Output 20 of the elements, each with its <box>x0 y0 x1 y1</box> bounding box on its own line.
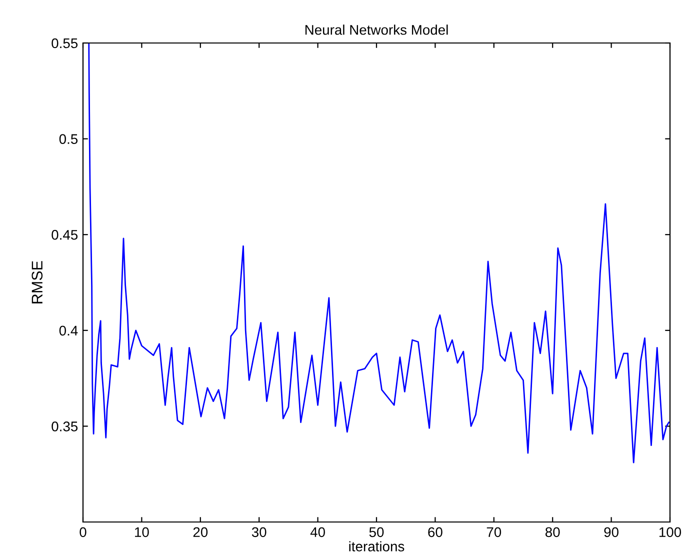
y-tick-label: 0.35 <box>52 422 78 432</box>
x-tick-label: 90 <box>604 527 618 538</box>
x-tick-label: 60 <box>428 527 442 538</box>
y-tick-label: 0.5 <box>59 134 78 144</box>
x-tick-label: 50 <box>369 527 384 538</box>
x-tick-label: 30 <box>252 527 266 538</box>
y-tick-label: 0.45 <box>52 230 78 240</box>
chart-title: Neural Networks Model <box>305 24 448 35</box>
x-tick-label: 80 <box>545 527 560 538</box>
y-tick-label: 0.4 <box>59 326 78 336</box>
x-tick-label: 10 <box>135 527 149 538</box>
x-tick-label: 20 <box>193 527 208 538</box>
x-tick-label: 70 <box>486 527 502 538</box>
x-axis-title: iterations <box>349 541 404 552</box>
line-series <box>88 43 670 464</box>
y-tick-label: 0.55 <box>52 38 78 48</box>
x-tick-label: 0 <box>80 527 86 538</box>
x-tick-label: 40 <box>310 527 325 538</box>
x-tick-label: 100 <box>659 527 682 538</box>
y-axis-title: RMSE <box>32 261 43 304</box>
